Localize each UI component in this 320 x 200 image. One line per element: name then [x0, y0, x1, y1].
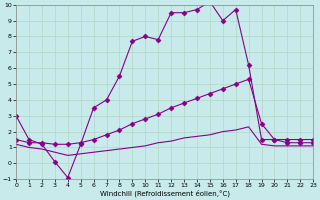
- X-axis label: Windchill (Refroidissement éolien,°C): Windchill (Refroidissement éolien,°C): [100, 190, 230, 197]
